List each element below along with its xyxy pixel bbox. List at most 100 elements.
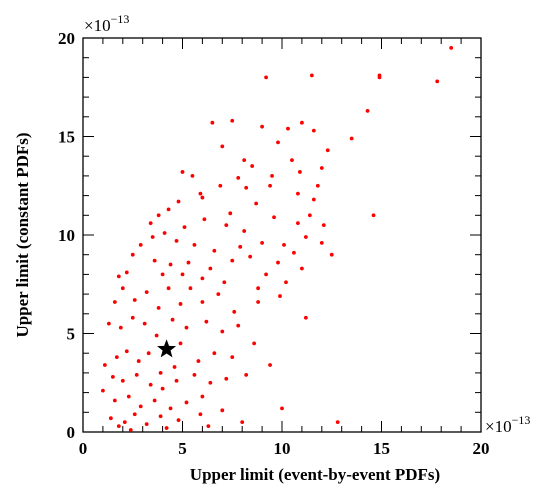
data-point <box>116 274 121 279</box>
data-point <box>286 126 290 131</box>
data-point <box>101 388 105 393</box>
data-point <box>220 144 225 149</box>
data-point <box>220 408 225 413</box>
data-point <box>321 223 326 228</box>
data-point <box>284 280 288 285</box>
data-point <box>435 79 440 84</box>
data-point <box>264 272 268 277</box>
data-point <box>166 286 171 291</box>
data-point <box>202 217 207 222</box>
data-point <box>371 213 376 218</box>
data-point <box>154 333 159 338</box>
data-point <box>152 398 157 403</box>
data-point <box>144 422 149 427</box>
data-point <box>242 158 247 163</box>
data-point <box>268 363 272 367</box>
data-point <box>272 215 276 220</box>
data-point <box>200 300 205 304</box>
highlight-marker <box>157 339 177 358</box>
data-point <box>180 170 185 174</box>
data-points <box>101 45 454 432</box>
data-point <box>106 321 111 326</box>
y-axis-multiplier: ×10−13 <box>84 12 129 35</box>
x-tick-label: 20 <box>473 439 490 458</box>
data-point <box>252 341 257 346</box>
data-point <box>377 75 382 80</box>
data-point <box>148 382 153 387</box>
data-point <box>184 400 189 405</box>
data-point <box>256 286 261 291</box>
data-point <box>240 420 245 425</box>
data-point <box>292 250 296 255</box>
axis-ticks <box>82 37 482 433</box>
x-axis-multiplier: ×10−13 <box>485 413 530 436</box>
data-point <box>208 380 213 385</box>
data-point <box>192 242 197 247</box>
data-point <box>128 428 133 432</box>
data-point <box>218 183 223 188</box>
data-point <box>132 412 137 417</box>
data-point <box>176 199 181 204</box>
y-tick-label: 20 <box>58 29 75 48</box>
data-point <box>112 300 117 304</box>
data-point <box>280 406 284 411</box>
data-point <box>102 363 107 367</box>
data-point <box>315 183 320 188</box>
data-point <box>124 270 129 275</box>
data-point <box>108 416 113 421</box>
data-point <box>230 258 235 263</box>
data-point <box>270 174 274 178</box>
data-point <box>278 294 282 298</box>
data-point <box>180 272 185 277</box>
data-point <box>176 418 181 423</box>
data-point <box>268 183 272 188</box>
data-point <box>260 124 264 129</box>
data-point <box>130 252 135 257</box>
data-point <box>349 136 354 141</box>
data-point <box>232 309 237 314</box>
data-point <box>449 45 454 50</box>
data-point <box>329 252 334 257</box>
data-point <box>216 292 221 296</box>
data-point <box>182 225 187 230</box>
data-point <box>303 315 308 320</box>
data-point <box>196 359 201 363</box>
data-point <box>242 229 247 233</box>
data-point <box>122 420 127 425</box>
x-tick-label: 10 <box>274 439 291 458</box>
data-point <box>178 302 183 306</box>
data-point <box>230 118 235 123</box>
x-axis-title: Upper limit (event-by-event PDFs) <box>190 465 440 484</box>
data-point <box>118 325 123 330</box>
data-point <box>264 75 268 80</box>
data-point <box>198 412 203 417</box>
data-point <box>156 213 161 218</box>
data-point <box>162 231 167 235</box>
data-point <box>124 349 129 354</box>
y-tick-label: 0 <box>67 423 76 442</box>
data-point <box>132 298 137 302</box>
data-point <box>146 351 151 356</box>
data-point <box>114 355 119 360</box>
data-point <box>303 235 308 239</box>
data-point <box>222 280 227 285</box>
data-point <box>311 128 316 133</box>
data-point <box>300 266 304 271</box>
x-tick-label: 15 <box>373 439 390 458</box>
data-point <box>365 108 370 113</box>
data-point <box>210 120 215 125</box>
data-point <box>319 166 324 170</box>
data-point <box>160 386 165 391</box>
data-point <box>244 185 249 190</box>
data-point <box>228 211 233 216</box>
data-point <box>120 378 125 383</box>
data-point <box>138 242 143 247</box>
data-point <box>112 398 117 403</box>
data-point <box>116 424 121 428</box>
data-point <box>212 248 217 253</box>
data-point <box>307 213 312 218</box>
data-point <box>192 372 197 377</box>
data-point <box>164 426 169 430</box>
data-point <box>170 317 175 322</box>
data-point <box>130 315 135 320</box>
